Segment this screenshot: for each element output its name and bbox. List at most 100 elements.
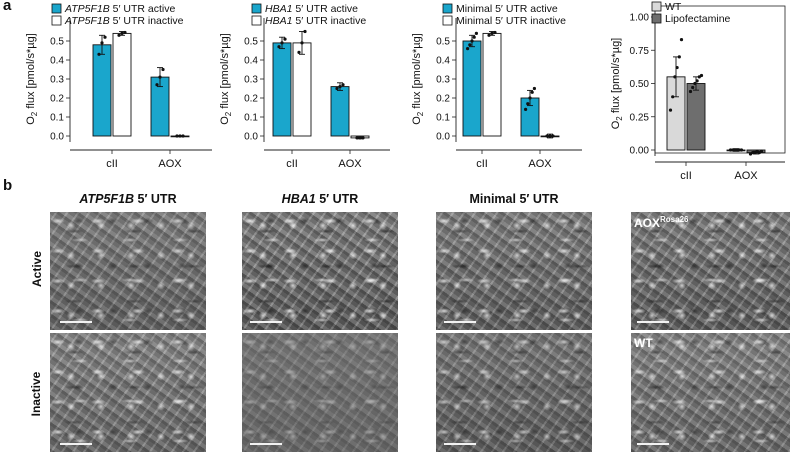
- bar: [92, 44, 112, 137]
- x-category-label: AOX: [528, 158, 552, 170]
- aox-label: AOX: [634, 216, 661, 230]
- data-point: [526, 102, 530, 106]
- bar: [330, 86, 350, 137]
- data-point: [468, 43, 472, 47]
- y-tick-label: 0.2: [50, 94, 64, 105]
- y-tick-label: 0.3: [244, 75, 258, 86]
- data-point: [673, 75, 677, 79]
- micrograph-atp5f1b-inactive: [50, 333, 206, 452]
- chart-3: 0.0 0.1 0.2 0.3 0.4 0.5 O2 flux [pmol/s*µg] cII…: [411, 3, 582, 170]
- data-point: [677, 55, 681, 59]
- data-point: [737, 148, 741, 152]
- data-point: [361, 136, 365, 140]
- data-point: [487, 33, 491, 37]
- data-point: [123, 30, 127, 35]
- data-point: [97, 52, 101, 56]
- legend-label: WT: [665, 1, 682, 13]
- chart-1: 0.0 0.1 0.2 0.3 0.4 0.5 O2 flux [pmol/s*µg] cII…: [25, 3, 212, 170]
- y-tick-label: 0.0: [244, 132, 258, 143]
- data-point: [693, 81, 697, 86]
- y-tick-label: 0.1: [436, 113, 450, 124]
- legend-swatch: [442, 3, 453, 14]
- data-point: [100, 41, 104, 45]
- panel-a-label: a: [3, 0, 12, 14]
- y-tick-label: 0.4: [50, 56, 64, 67]
- data-point: [545, 134, 549, 138]
- scale-bar: [444, 443, 476, 445]
- legend-label: HBA1 5′ UTR active: [265, 3, 358, 15]
- scale-bar: [444, 321, 476, 323]
- data-point: [277, 45, 281, 49]
- y-tick-label: 0.3: [436, 75, 450, 86]
- data-point: [528, 96, 532, 100]
- data-point: [735, 148, 739, 152]
- data-point: [117, 33, 121, 37]
- x-category-label: AOX: [734, 170, 758, 182]
- data-point: [751, 151, 755, 155]
- data-point: [731, 148, 735, 152]
- data-point: [472, 35, 476, 39]
- data-point: [338, 85, 342, 89]
- column-title-italic: ATP5F1B: [79, 192, 135, 206]
- data-point: [695, 79, 699, 83]
- y-tick-label: 0.00: [630, 146, 650, 157]
- y-tick-label: 0.2: [436, 94, 450, 105]
- y-tick-label: 0.5: [50, 37, 64, 48]
- y-tick-label: 0.2: [244, 94, 258, 105]
- aox-rosa26-label: AOXRosa26: [634, 215, 688, 230]
- data-point: [671, 95, 675, 99]
- data-point: [178, 134, 182, 138]
- panel-b-label: b: [3, 177, 13, 194]
- y-tick-label: 0.4: [436, 56, 450, 67]
- micrograph-atp5f1b-active: [50, 212, 206, 330]
- legend-swatch: [651, 1, 662, 12]
- data-point: [303, 29, 307, 34]
- data-point: [103, 35, 107, 39]
- y-tick-label: 0.25: [630, 112, 650, 123]
- legend-swatch: [51, 3, 62, 14]
- legend-swatch: [651, 13, 662, 24]
- column-title-text: Minimal 5′ UTR: [469, 192, 559, 206]
- legend-label: Minimal 5′ UTR inactive: [456, 15, 566, 27]
- scale-bar: [60, 443, 92, 445]
- column-title-hba1: HBA1 5′ UTR: [242, 192, 398, 206]
- wt-label: WT: [634, 336, 653, 350]
- data-point: [466, 47, 470, 51]
- data-point: [532, 86, 537, 91]
- column-title-text: 5′ UTR: [134, 192, 177, 206]
- scale-bar: [637, 321, 669, 323]
- column-title-text: 5′ UTR: [315, 192, 359, 206]
- micrograph-hba1-inactive: [242, 333, 398, 452]
- x-category-label: cII: [680, 170, 692, 182]
- legend-swatch: [251, 15, 262, 26]
- x-category-label: AOX: [158, 158, 182, 170]
- data-point: [530, 90, 534, 94]
- legend-label: ATP5F1B 5′ UTR active: [64, 3, 175, 15]
- y-tick-label: 1.00: [630, 13, 650, 24]
- scale-bar: [637, 443, 669, 445]
- data-point: [739, 148, 744, 152]
- rosa26-superscript: Rosa26: [660, 215, 689, 224]
- data-point: [470, 39, 474, 43]
- data-point: [300, 41, 304, 45]
- micrograph-hba1-active: [242, 212, 398, 330]
- data-point: [524, 107, 528, 111]
- data-point: [161, 67, 165, 72]
- y-tick-label: 0.50: [630, 79, 650, 90]
- legend-swatch: [442, 15, 453, 26]
- data-point: [120, 31, 124, 35]
- chart-4: 0.00 0.25 0.50 0.75 1.00 O2 flux [pmol/s*µg] c…: [610, 1, 786, 182]
- data-point: [355, 136, 359, 140]
- data-point: [551, 134, 555, 138]
- column-title-atp5f1b: ATP5F1B 5′ UTR: [50, 192, 206, 206]
- y-tick-label: 0.0: [50, 132, 64, 143]
- y-tick-label: 0.1: [244, 113, 258, 124]
- data-point: [335, 86, 339, 91]
- bar: [292, 42, 312, 137]
- y-tick-label: 0.5: [436, 37, 450, 48]
- scale-bar: [60, 321, 92, 323]
- y-axis-label: O2 flux [pmol/s*µg]: [219, 33, 233, 125]
- y-axis-label: O2 flux [pmol/s*µg]: [610, 38, 624, 130]
- micrograph-minimal-active: [436, 212, 592, 330]
- bar-charts: 0.0 0.1 0.2 0.3 0.4 0.5 O2 flux [pmol/s*µg] cII…: [25, 1, 786, 182]
